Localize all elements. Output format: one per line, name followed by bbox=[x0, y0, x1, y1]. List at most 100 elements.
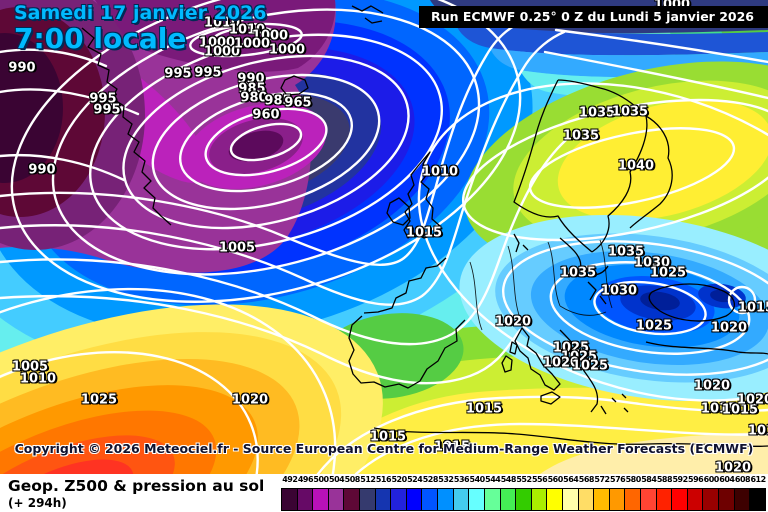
legend-color-cell bbox=[733, 488, 751, 511]
legend-color-cell bbox=[608, 488, 626, 511]
legend-tick-label: 576 bbox=[610, 475, 626, 484]
legend-col: 492 bbox=[281, 475, 298, 511]
legend-color-cell bbox=[546, 488, 563, 511]
legend-color-cell bbox=[530, 488, 548, 511]
legend-color-cell bbox=[718, 488, 735, 511]
legend-color-cell bbox=[702, 488, 720, 511]
legend-col: 576 bbox=[608, 475, 626, 511]
model-run-banner: Run ECMWF 0.25° 0 Z du Lundi 5 janvier 2… bbox=[419, 6, 768, 28]
legend-tick-label: 596 bbox=[688, 475, 704, 484]
legend-tick-label: 508 bbox=[344, 475, 361, 484]
legend-color-cell bbox=[577, 488, 595, 511]
legend-color-cell bbox=[312, 488, 329, 511]
legend-color-cell bbox=[483, 488, 501, 511]
legend-col: 608 bbox=[733, 475, 751, 511]
legend-color-cell bbox=[749, 488, 766, 511]
legend-color-cell bbox=[421, 488, 439, 511]
legend-tick-label: 496 bbox=[297, 475, 314, 484]
legend-tick-label: 556 bbox=[531, 475, 548, 484]
legend-color-cell bbox=[640, 488, 657, 511]
legend-col: 540 bbox=[468, 475, 486, 511]
legend-tick-label: 548 bbox=[500, 475, 517, 484]
legend-color-cell bbox=[343, 488, 361, 511]
legend-col: 572 bbox=[593, 475, 610, 511]
legend-tick-label: 536 bbox=[453, 475, 470, 484]
legend-color-cell bbox=[671, 488, 688, 511]
legend-tick-label: 588 bbox=[656, 475, 673, 484]
z500-scandinavia-ridge bbox=[464, 61, 768, 269]
legend-color-cell bbox=[327, 488, 345, 511]
legend-col: 600 bbox=[702, 475, 720, 511]
chart-title: Geop. Z500 & pression au sol bbox=[8, 477, 265, 495]
legend-col: 560 bbox=[546, 475, 564, 511]
legend-col: 520 bbox=[390, 475, 407, 511]
legend-color-cell bbox=[561, 488, 579, 511]
legend-color-cell bbox=[593, 488, 610, 511]
legend-color-cell bbox=[296, 488, 314, 511]
legend-color-cell bbox=[281, 488, 298, 511]
legend-col: 544 bbox=[483, 475, 501, 511]
coastlines bbox=[81, 5, 768, 448]
legend-tick-label: 560 bbox=[547, 475, 564, 484]
legend-col: 508 bbox=[343, 475, 361, 511]
legend-col: 584 bbox=[640, 475, 657, 511]
legend-color-cell bbox=[468, 488, 485, 511]
legend-col: 528 bbox=[421, 475, 439, 511]
copyright-text: Copyright © 2026 Meteociel.fr - Source E… bbox=[14, 441, 754, 456]
legend-tick-label: 568 bbox=[578, 475, 595, 484]
legend-col: 604 bbox=[718, 475, 735, 511]
legend-col: 536 bbox=[452, 475, 470, 511]
legend-color-cell bbox=[655, 488, 673, 511]
legend-tick-label: 552 bbox=[516, 475, 532, 484]
legend-tick-label: 608 bbox=[734, 475, 751, 484]
legend-col: 588 bbox=[655, 475, 673, 511]
legend-color-cell bbox=[390, 488, 407, 511]
legend-tick-label: 504 bbox=[329, 475, 345, 484]
forecast-step-label: (+ 294h) bbox=[8, 496, 67, 510]
legend-col: 552 bbox=[515, 475, 532, 511]
legend-tick-label: 532 bbox=[438, 475, 454, 484]
legend-tick-label: 564 bbox=[563, 475, 579, 484]
legend-color-cell bbox=[405, 488, 423, 511]
legend-color-cell bbox=[437, 488, 454, 511]
legend-tick-label: 612 bbox=[750, 475, 766, 484]
map-area: 990 995 995 995 990 1010 1010 1000 1000 1000 1000 1… bbox=[0, 0, 768, 474]
legend-color-cell bbox=[515, 488, 532, 511]
legend-tick-label: 544 bbox=[485, 475, 501, 484]
legend-col: 512 bbox=[359, 475, 376, 511]
legend-color-cell bbox=[686, 488, 704, 511]
legend-col: 532 bbox=[437, 475, 454, 511]
legend-col: 564 bbox=[561, 475, 579, 511]
legend-tick-label: 516 bbox=[375, 475, 392, 484]
legend-col: 504 bbox=[327, 475, 345, 511]
legend-col: 548 bbox=[499, 475, 517, 511]
legend-tick-label: 580 bbox=[625, 475, 642, 484]
legend-scale: 492 496 500 504 508 512 516 520 524 528 532 536 540 5… bbox=[281, 475, 766, 511]
legend-col: 556 bbox=[530, 475, 548, 511]
legend-tick-label: 540 bbox=[469, 475, 486, 484]
legend-tick-label: 592 bbox=[672, 475, 688, 484]
legend-col: 524 bbox=[405, 475, 423, 511]
legend-col: 612 bbox=[749, 475, 766, 511]
legend-col: 580 bbox=[624, 475, 642, 511]
legend-color-cell bbox=[359, 488, 376, 511]
legend-tick-label: 584 bbox=[641, 475, 657, 484]
legend-color-cell bbox=[499, 488, 517, 511]
legend-color-cell bbox=[452, 488, 470, 511]
legend-col: 496 bbox=[296, 475, 314, 511]
legend-tick-label: 520 bbox=[391, 475, 407, 484]
legend-color-cell bbox=[374, 488, 392, 511]
legend-color-cell bbox=[624, 488, 642, 511]
z500-purple-low bbox=[0, 0, 336, 273]
legend-col: 500 bbox=[312, 475, 329, 511]
legend-tick-label: 524 bbox=[407, 475, 423, 484]
legend-tick-label: 604 bbox=[719, 475, 735, 484]
legend-tick-label: 492 bbox=[282, 475, 298, 484]
legend-tick-label: 600 bbox=[703, 475, 720, 484]
legend-tick-label: 528 bbox=[422, 475, 439, 484]
legend-col: 592 bbox=[671, 475, 688, 511]
legend-tick-label: 512 bbox=[360, 475, 376, 484]
legend-col: 568 bbox=[577, 475, 595, 511]
legend-col: 596 bbox=[686, 475, 704, 511]
